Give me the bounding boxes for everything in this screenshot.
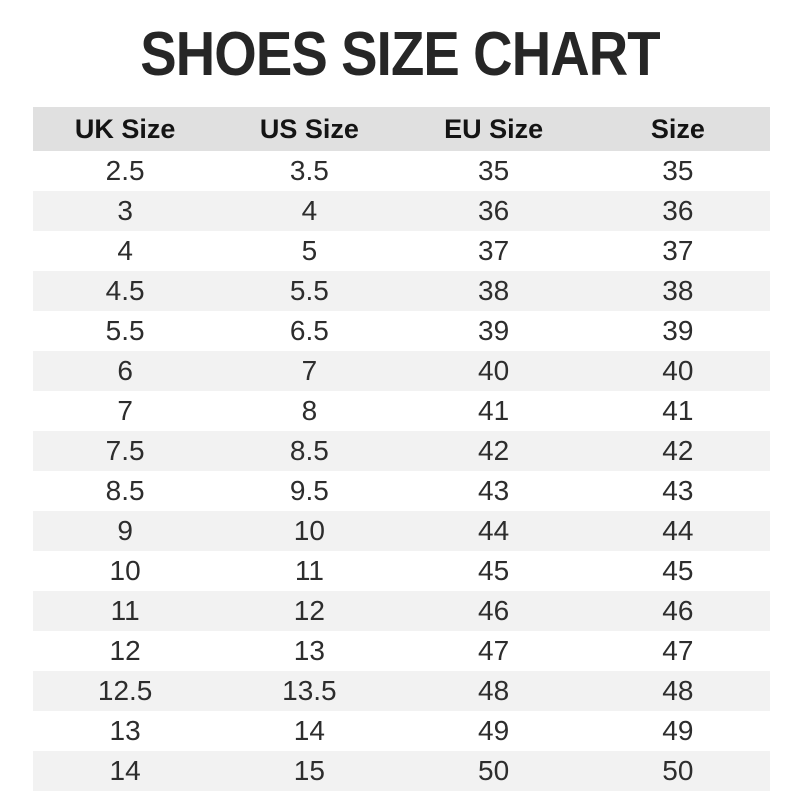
table-cell: 12.5 — [33, 671, 218, 711]
table-row: 7.5 8.5 42 42 — [33, 431, 770, 471]
table-cell: 44 — [585, 511, 770, 551]
table-cell: 9 — [33, 511, 218, 551]
table-cell: 50 — [585, 751, 770, 791]
table-cell: 3 — [33, 191, 218, 231]
table-cell: 44 — [401, 511, 586, 551]
table-row: 12 13 47 47 — [33, 631, 770, 671]
page-title: SHOES SIZE CHART — [140, 20, 660, 89]
table-cell: 7 — [217, 351, 402, 391]
table-cell: 13 — [33, 711, 218, 751]
table-cell: 40 — [401, 351, 586, 391]
table-cell: 7.5 — [33, 431, 218, 471]
table-cell: 9.5 — [217, 471, 402, 511]
table-cell: 40 — [585, 351, 770, 391]
table-row: 13 14 49 49 — [33, 711, 770, 751]
table-cell: 5.5 — [33, 311, 218, 351]
table-cell: 50 — [401, 751, 586, 791]
table-cell: 8.5 — [217, 431, 402, 471]
table-cell: 8 — [217, 391, 402, 431]
table-cell: 15 — [217, 751, 402, 791]
table-cell: 14 — [33, 751, 218, 791]
table-cell: 42 — [585, 431, 770, 471]
table-cell: 46 — [585, 591, 770, 631]
table-cell: 42 — [401, 431, 586, 471]
column-header-uk-size: UK Size — [33, 107, 218, 151]
table-cell: 13.5 — [217, 671, 402, 711]
table-cell: 2.5 — [33, 151, 218, 191]
column-header-size: Size — [585, 107, 770, 151]
table-cell: 12 — [217, 591, 402, 631]
size-chart-table: UK Size US Size EU Size Size 2.5 3.5 35 35 3… — [33, 107, 770, 791]
table-cell: 43 — [401, 471, 586, 511]
table-cell: 39 — [401, 311, 586, 351]
table-cell: 6 — [33, 351, 218, 391]
table-cell: 37 — [401, 231, 586, 271]
table-row: 8.5 9.5 43 43 — [33, 471, 770, 511]
table-cell: 35 — [585, 151, 770, 191]
table-row: 12.5 13.5 48 48 — [33, 671, 770, 711]
table-row: 2.5 3.5 35 35 — [33, 151, 770, 191]
table-cell: 4 — [217, 191, 402, 231]
table-cell: 4 — [33, 231, 218, 271]
table-cell: 49 — [401, 711, 586, 751]
table-cell: 39 — [585, 311, 770, 351]
table-cell: 7 — [33, 391, 218, 431]
table-cell: 47 — [585, 631, 770, 671]
table-row: 4.5 5.5 38 38 — [33, 271, 770, 311]
table-cell: 3.5 — [217, 151, 402, 191]
table-cell: 47 — [401, 631, 586, 671]
table-cell: 11 — [33, 591, 218, 631]
table-cell: 5 — [217, 231, 402, 271]
table-row: 7 8 41 41 — [33, 391, 770, 431]
table-cell: 13 — [217, 631, 402, 671]
table-cell: 45 — [585, 551, 770, 591]
table-cell: 36 — [401, 191, 586, 231]
table-cell: 38 — [401, 271, 586, 311]
header-row: UK Size US Size EU Size Size — [33, 107, 770, 151]
table-cell: 49 — [585, 711, 770, 751]
table-cell: 43 — [585, 471, 770, 511]
table-cell: 10 — [33, 551, 218, 591]
table-cell: 35 — [401, 151, 586, 191]
table-cell: 46 — [401, 591, 586, 631]
table-row: 3 4 36 36 — [33, 191, 770, 231]
table-row: 11 12 46 46 — [33, 591, 770, 631]
size-chart-body: 2.5 3.5 35 35 3 4 36 36 4 5 37 37 4.5 5.5 38 38 5.5 6.5 39… — [33, 151, 770, 791]
table-cell: 12 — [33, 631, 218, 671]
table-cell: 6.5 — [217, 311, 402, 351]
table-cell: 5.5 — [217, 271, 402, 311]
table-row: 4 5 37 37 — [33, 231, 770, 271]
table-row: 14 15 50 50 — [33, 751, 770, 791]
column-header-us-size: US Size — [217, 107, 402, 151]
table-cell: 41 — [585, 391, 770, 431]
table-cell: 10 — [217, 511, 402, 551]
table-cell: 8.5 — [33, 471, 218, 511]
table-row: 9 10 44 44 — [33, 511, 770, 551]
table-cell: 11 — [217, 551, 402, 591]
table-cell: 4.5 — [33, 271, 218, 311]
size-chart-header: UK Size US Size EU Size Size — [33, 107, 770, 151]
table-row: 6 7 40 40 — [33, 351, 770, 391]
table-cell: 48 — [401, 671, 586, 711]
table-cell: 41 — [401, 391, 586, 431]
table-cell: 45 — [401, 551, 586, 591]
table-cell: 37 — [585, 231, 770, 271]
table-row: 5.5 6.5 39 39 — [33, 311, 770, 351]
table-cell: 48 — [585, 671, 770, 711]
table-cell: 14 — [217, 711, 402, 751]
table-cell: 38 — [585, 271, 770, 311]
table-row: 10 11 45 45 — [33, 551, 770, 591]
column-header-eu-size: EU Size — [401, 107, 586, 151]
table-cell: 36 — [585, 191, 770, 231]
